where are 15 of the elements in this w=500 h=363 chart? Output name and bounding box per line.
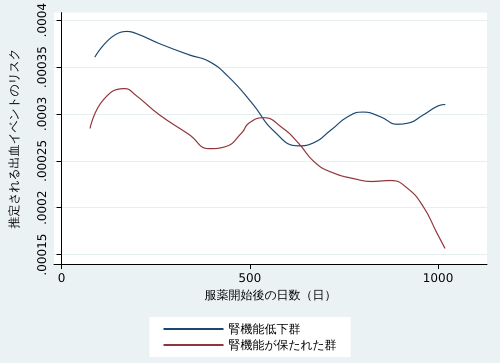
legend-label: 腎機能が保たれた群	[228, 338, 336, 352]
line-series	[94, 30, 446, 146]
y-tick-label: .0002	[35, 190, 49, 225]
x-axis-title: 服薬開始後の日数（日）	[204, 288, 336, 302]
x-tick-label: 500	[238, 271, 262, 285]
y-tick-label: .00015	[35, 234, 49, 276]
y-tick-label: .00025	[35, 140, 49, 182]
line-series	[90, 88, 446, 249]
y-tick-label: .0003	[35, 96, 49, 132]
y-tick-label: .0004	[35, 2, 49, 38]
y-axis-title: 推定される出血イベントのリスク	[7, 48, 21, 228]
legend-label: 腎機能低下群	[228, 322, 300, 336]
x-tick-label: 1000	[422, 271, 454, 285]
x-tick-label: 0	[58, 271, 66, 285]
y-tick-label: .00035	[35, 46, 49, 88]
